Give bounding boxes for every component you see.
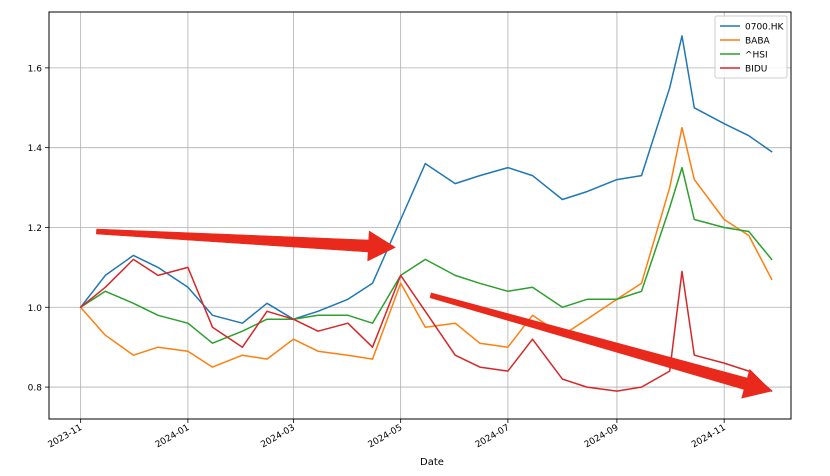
x-tick-label: 2024-01 bbox=[154, 423, 192, 450]
x-tick-label: 2023-11 bbox=[47, 423, 85, 450]
legend: 0700.HK BABA ^HSI BIDU bbox=[714, 15, 788, 79]
annotation-arrows bbox=[96, 228, 773, 399]
series-line-baba bbox=[79, 126, 773, 368]
series-line-hsi bbox=[79, 166, 773, 344]
y-tick-label: 1.2 bbox=[28, 224, 42, 234]
plot-series bbox=[79, 35, 773, 392]
x-tick-label: 2024-03 bbox=[259, 423, 297, 450]
y-axis: 0.8 1.0 1.2 1.4 1.6 bbox=[28, 64, 49, 394]
x-axis-label: Date bbox=[420, 457, 444, 468]
legend-label: 0700.HK bbox=[745, 23, 785, 33]
legend-label: BABA bbox=[745, 37, 771, 47]
x-tick-label: 2024-07 bbox=[474, 423, 512, 450]
annotation-arrow-1 bbox=[96, 228, 396, 262]
series-line-0700hk bbox=[79, 35, 773, 324]
x-tick-label: 2024-05 bbox=[367, 423, 405, 450]
x-tick-label: 2024-09 bbox=[583, 423, 621, 451]
legend-label: ^HSI bbox=[745, 51, 768, 61]
x-axis: 2023-11 2024-01 2024-03 2024-05 2024-07 2024-… bbox=[47, 419, 728, 450]
y-tick-label: 1.4 bbox=[28, 144, 43, 154]
legend-box bbox=[714, 15, 788, 79]
y-tick-label: 1.0 bbox=[28, 304, 43, 314]
x-tick-label: 2024-11 bbox=[690, 423, 728, 450]
plot-frame bbox=[48, 11, 792, 420]
legend-label: BIDU bbox=[745, 65, 767, 75]
y-tick-label: 1.6 bbox=[28, 64, 43, 74]
annotation-arrow-2 bbox=[429, 292, 773, 399]
grid-lines bbox=[49, 12, 791, 419]
series-line-bidu bbox=[79, 258, 773, 392]
y-tick-label: 0.8 bbox=[28, 384, 43, 394]
